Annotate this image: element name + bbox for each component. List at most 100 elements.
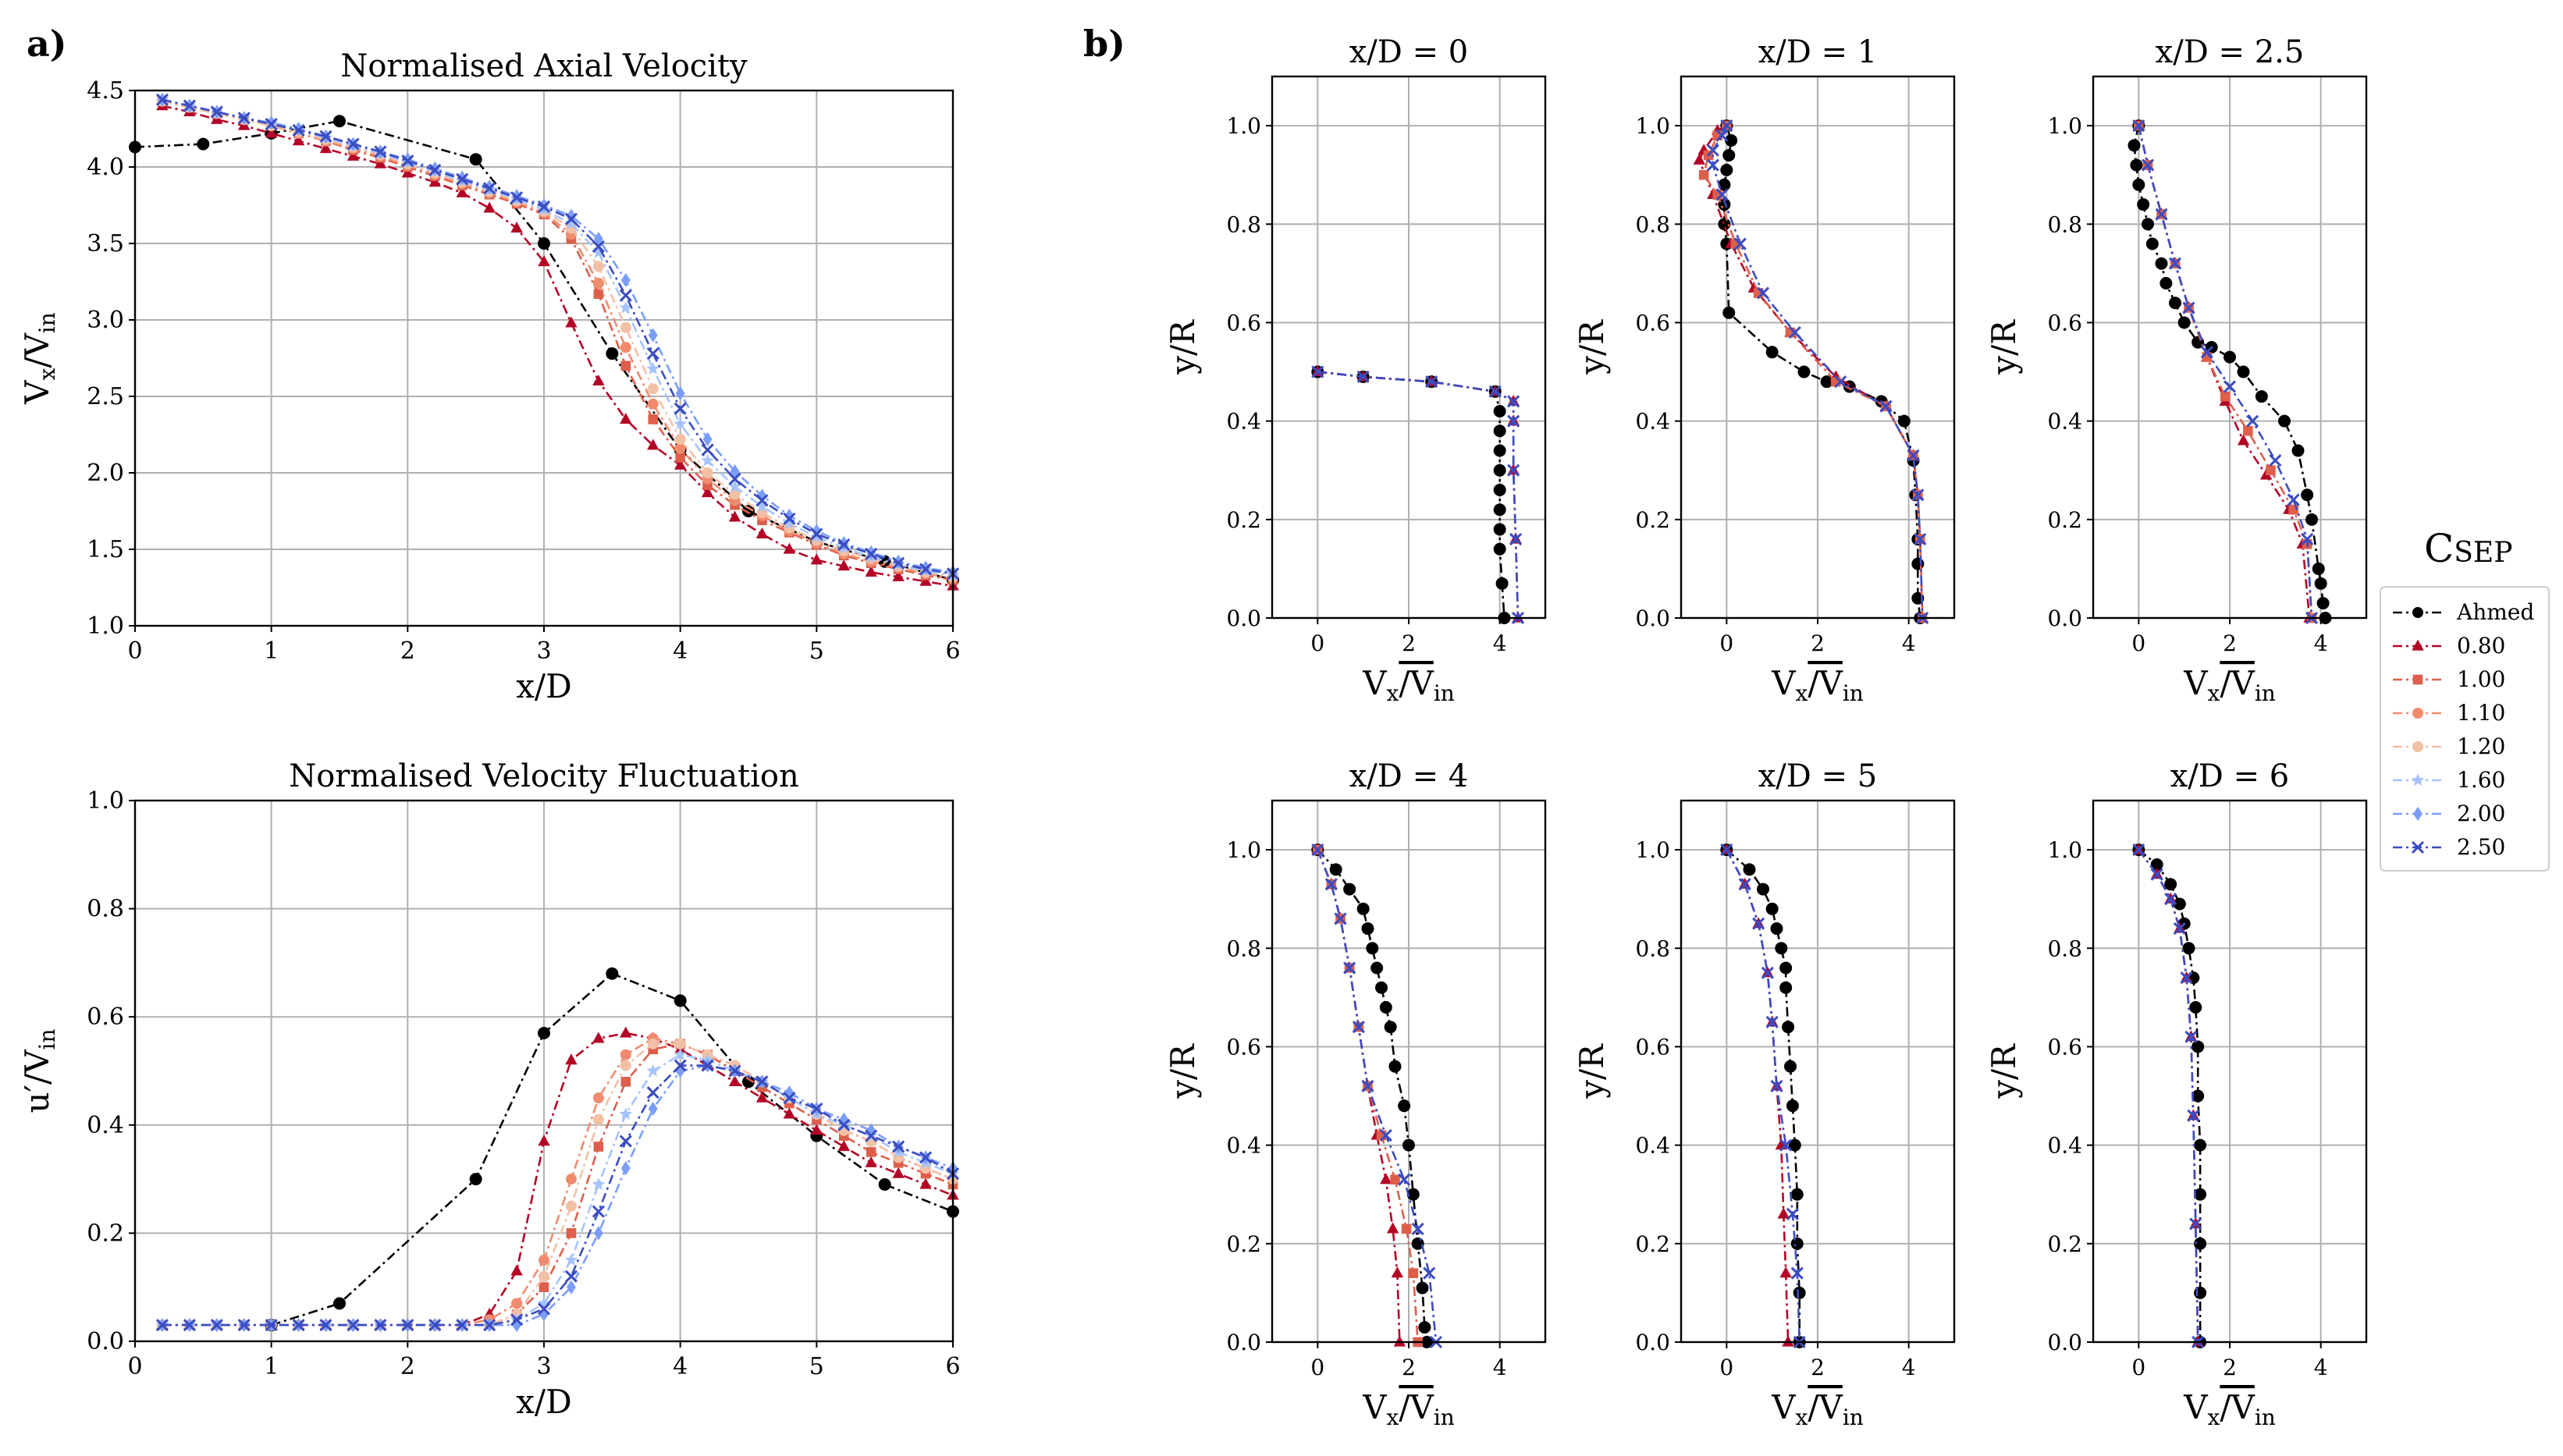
data-point-Ahmed [1411, 1237, 1424, 1250]
data-point-0.80 [620, 1026, 632, 1038]
data-point-1.60 [728, 479, 741, 492]
data-point-1.20 [539, 1270, 549, 1282]
data-point-Ahmed [1784, 1060, 1797, 1073]
x-axis-label-sub: x [1796, 680, 1808, 706]
data-point-0.80 [728, 1074, 741, 1086]
x-tick-label: 2 [1811, 1355, 1825, 1380]
data-point-Ahmed [2189, 1000, 2202, 1014]
legend-entry: 0.80 [2393, 633, 2505, 659]
y-axis-label-main: V [18, 380, 56, 405]
y-tick-label: 0.8 [1226, 211, 1261, 237]
data-point-Ahmed [2169, 297, 2181, 310]
data-point-Ahmed [2173, 897, 2186, 911]
series-group [1311, 843, 1443, 1349]
y-tick-label: 1.0 [1635, 113, 1670, 139]
x-axis-label-sub: in [2255, 680, 2276, 706]
legend-entry: 2.50 [2393, 834, 2505, 860]
data-point-1.10 [620, 1049, 631, 1060]
legend-marker-2.00 [2413, 806, 2423, 822]
data-point-2.50 [783, 1092, 796, 1105]
data-point-2.50 [237, 112, 251, 125]
y-tick-label: 1.0 [1635, 837, 1670, 863]
y-tick-label: 0.2 [1635, 1231, 1670, 1257]
data-point-Ahmed [1757, 882, 1769, 896]
x-tick-label: 2 [400, 1353, 415, 1380]
data-point-Ahmed [1493, 444, 1506, 457]
data-point-1.10 [592, 1092, 604, 1104]
series-line-Ahmed [1726, 849, 1800, 1342]
data-point-0.80 [674, 458, 687, 470]
series-line-Ahmed [271, 972, 954, 1326]
data-point-1.20 [620, 321, 631, 333]
chart-title: x/D = 5 [1758, 758, 1878, 794]
data-point-Ahmed [1495, 577, 1509, 590]
data-point-Ahmed [1493, 463, 1506, 477]
data-point-Ahmed [2314, 577, 2327, 590]
y-tick-label: 0.2 [1226, 507, 1261, 533]
series-line-2.50 [1726, 849, 1800, 1343]
data-point-1.00 [1408, 1268, 1419, 1278]
x-axis-label-slash: /V [1808, 1388, 1843, 1426]
data-point-1.10 [620, 342, 631, 353]
data-point-2.50 [483, 1319, 496, 1332]
x-tick-label: 2 [2223, 630, 2237, 656]
data-point-0.80 [783, 542, 796, 554]
chart-title: x/D = 4 [1349, 758, 1469, 794]
x-axis-label-sub: x [1387, 680, 1399, 706]
panel-label-b: b) [1083, 23, 1125, 65]
data-point-2.50 [755, 494, 769, 507]
data-point-2.50 [347, 137, 360, 151]
y-tick-label: 0.6 [2047, 1034, 2082, 1060]
x-axis-label-slash: /V [1399, 664, 1434, 702]
data-point-Ahmed [1384, 1021, 1397, 1034]
data-point-2.50 [755, 1075, 769, 1088]
data-point-2.00 [866, 1123, 876, 1138]
data-point-Ahmed [606, 967, 619, 980]
chart-axial: 0 1 2 3 4 5 6 1.0 1.5 2.0 2.5 3.0 3.5 4.0 4.5 Normalise… [18, 48, 961, 705]
data-point-Ahmed [1788, 1138, 1801, 1152]
data-point-2.50 [510, 1313, 524, 1326]
data-point-Ahmed [2224, 350, 2236, 364]
legend-marker-Ahmed [2412, 607, 2423, 618]
y-tick-label: 1.0 [87, 613, 124, 640]
data-point-2.50 [2182, 301, 2195, 314]
series-line-1.00 [162, 100, 954, 581]
series-group [2132, 843, 2207, 1349]
data-point-Ahmed [878, 1178, 891, 1191]
y-tick-label: 0.6 [1635, 1034, 1670, 1060]
data-point-2.50 [1507, 463, 1520, 477]
data-point-Ahmed [1493, 523, 1506, 536]
data-point-2.00 [566, 208, 576, 223]
legend-entry: 1.00 [2393, 666, 2505, 692]
data-point-2.50 [428, 163, 442, 176]
data-point-Ahmed [1897, 414, 1911, 428]
data-point-1.10 [674, 442, 686, 454]
series-line-0.80 [162, 105, 954, 588]
data-point-1.60 [592, 1177, 606, 1191]
y-tick-label: 0.6 [87, 1003, 124, 1031]
data-point-2.50 [210, 105, 223, 119]
data-point-2.50 [1356, 370, 1370, 383]
data-point-Ahmed [1398, 1099, 1411, 1113]
legend-label: 1.00 [2457, 666, 2505, 692]
data-point-Ahmed [2194, 1286, 2207, 1299]
y-tick-label: 0.6 [1226, 310, 1261, 336]
series-line-2.50 [162, 1064, 954, 1326]
x-tick-label: 4 [2314, 1355, 2328, 1380]
data-point-2.50 [2164, 893, 2177, 906]
data-point-0.80 [456, 186, 468, 197]
series-group [1720, 843, 1806, 1349]
plot-frame [1271, 799, 1547, 1344]
chart-title: x/D = 0 [1349, 34, 1469, 70]
data-point-0.80 [1782, 1335, 1794, 1347]
data-point-2.50 [2132, 119, 2145, 133]
data-point-2.00 [675, 385, 685, 401]
x-tick-label: 4 [673, 1353, 688, 1380]
x-tick-label: 4 [1902, 630, 1916, 656]
legend-title-sub: SEP [2454, 537, 2512, 569]
data-point-1.20 [674, 433, 686, 445]
data-point-2.50 [2246, 414, 2259, 428]
data-point-1.60 [674, 1048, 687, 1060]
x-tick-label: 5 [809, 637, 824, 665]
data-point-1.10 [539, 1255, 549, 1266]
